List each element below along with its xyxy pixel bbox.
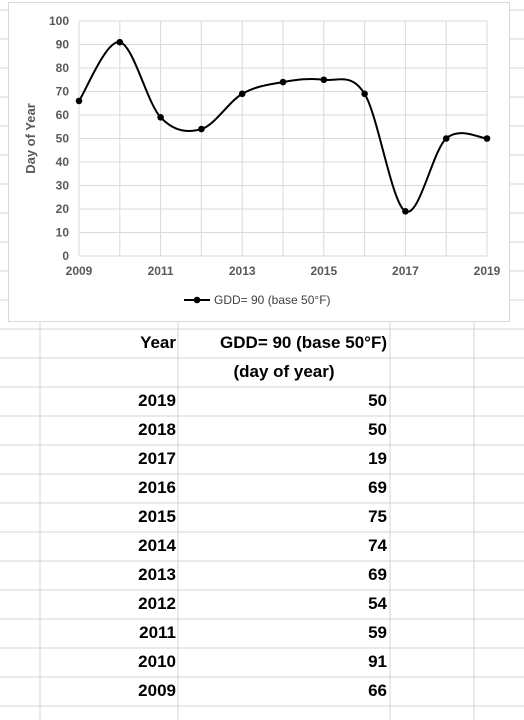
table-value-cell[interactable]: 50 [368, 420, 387, 439]
table-value-cell[interactable]: 74 [368, 536, 387, 555]
x-tick-label: 2009 [66, 264, 93, 278]
table-year-cell[interactable]: 2011 [139, 623, 176, 642]
year-column-header[interactable]: Year [140, 333, 176, 352]
table-year-cell[interactable]: 2012 [138, 594, 176, 613]
table-value-cell[interactable]: 19 [368, 449, 387, 468]
data-point [402, 208, 409, 215]
legend-label: GDD= 90 (base 50°F) [214, 293, 331, 307]
line-chart: 0 10 20 30 40 50 60 70 80 90 100 2009 2011 2013 2015 20… [23, 14, 501, 307]
y-tick-label: 20 [56, 202, 70, 216]
table-value-cell[interactable]: 59 [368, 623, 387, 642]
table-year-cell[interactable]: 2014 [138, 536, 176, 555]
y-tick-label: 50 [56, 132, 70, 146]
chart-area[interactable]: 0 10 20 30 40 50 60 70 80 90 100 2009 2011 2013 2015 20… [8, 2, 510, 322]
table-year-cell[interactable]: 2009 [138, 681, 176, 700]
table-value-cell[interactable]: 54 [368, 594, 387, 613]
data-point [116, 38, 124, 46]
data-point [75, 97, 83, 105]
table-value-cell[interactable]: 50 [368, 391, 387, 410]
table-value-cell[interactable]: 69 [368, 565, 387, 584]
x-tick-label: 2015 [310, 264, 337, 278]
y-tick-label: 90 [56, 38, 70, 52]
data-point [361, 90, 368, 98]
y-tick-label: 100 [49, 14, 69, 28]
x-tick-label: 2013 [229, 264, 256, 278]
table-year-cell[interactable]: 2017 [138, 449, 176, 468]
data-point [157, 114, 164, 121]
y-tick-label: 10 [56, 226, 70, 240]
y-tick-label: 70 [56, 85, 70, 99]
x-tick-label: 2017 [392, 264, 419, 278]
table-value-cell[interactable]: 75 [368, 507, 387, 526]
y-tick-label: 0 [62, 249, 69, 263]
y-axis-title: Day of Year [23, 103, 38, 174]
data-point [483, 135, 491, 142]
y-tick-label: 80 [56, 61, 70, 75]
y-tick-label: 60 [56, 108, 70, 122]
table-year-cell[interactable]: 2019 [138, 391, 176, 410]
table-value-cell[interactable]: 91 [368, 652, 387, 671]
table-year-cell[interactable]: 2018 [138, 420, 176, 439]
data-point [442, 135, 450, 142]
table-value-cell[interactable]: 66 [368, 681, 387, 700]
y-tick-label: 40 [56, 155, 70, 169]
x-tick-label: 2011 [148, 264, 174, 278]
table-year-cell[interactable]: 2010 [138, 652, 176, 671]
data-point [279, 78, 287, 86]
value-column-header[interactable]: GDD= 90 (base 50°F) [220, 333, 387, 352]
x-tick-label: 2019 [474, 264, 501, 278]
legend-marker [193, 296, 201, 304]
table-value-cell[interactable]: 69 [368, 478, 387, 497]
y-tick-label: 30 [56, 179, 70, 193]
table-year-cell[interactable]: 2015 [138, 507, 176, 526]
data-point [238, 90, 246, 98]
data-point [320, 76, 328, 84]
table-year-cell[interactable]: 2013 [138, 565, 176, 584]
table-year-cell[interactable]: 2016 [138, 478, 176, 497]
data-point [198, 125, 205, 133]
value-column-subheader[interactable]: (day of year) [233, 362, 335, 381]
